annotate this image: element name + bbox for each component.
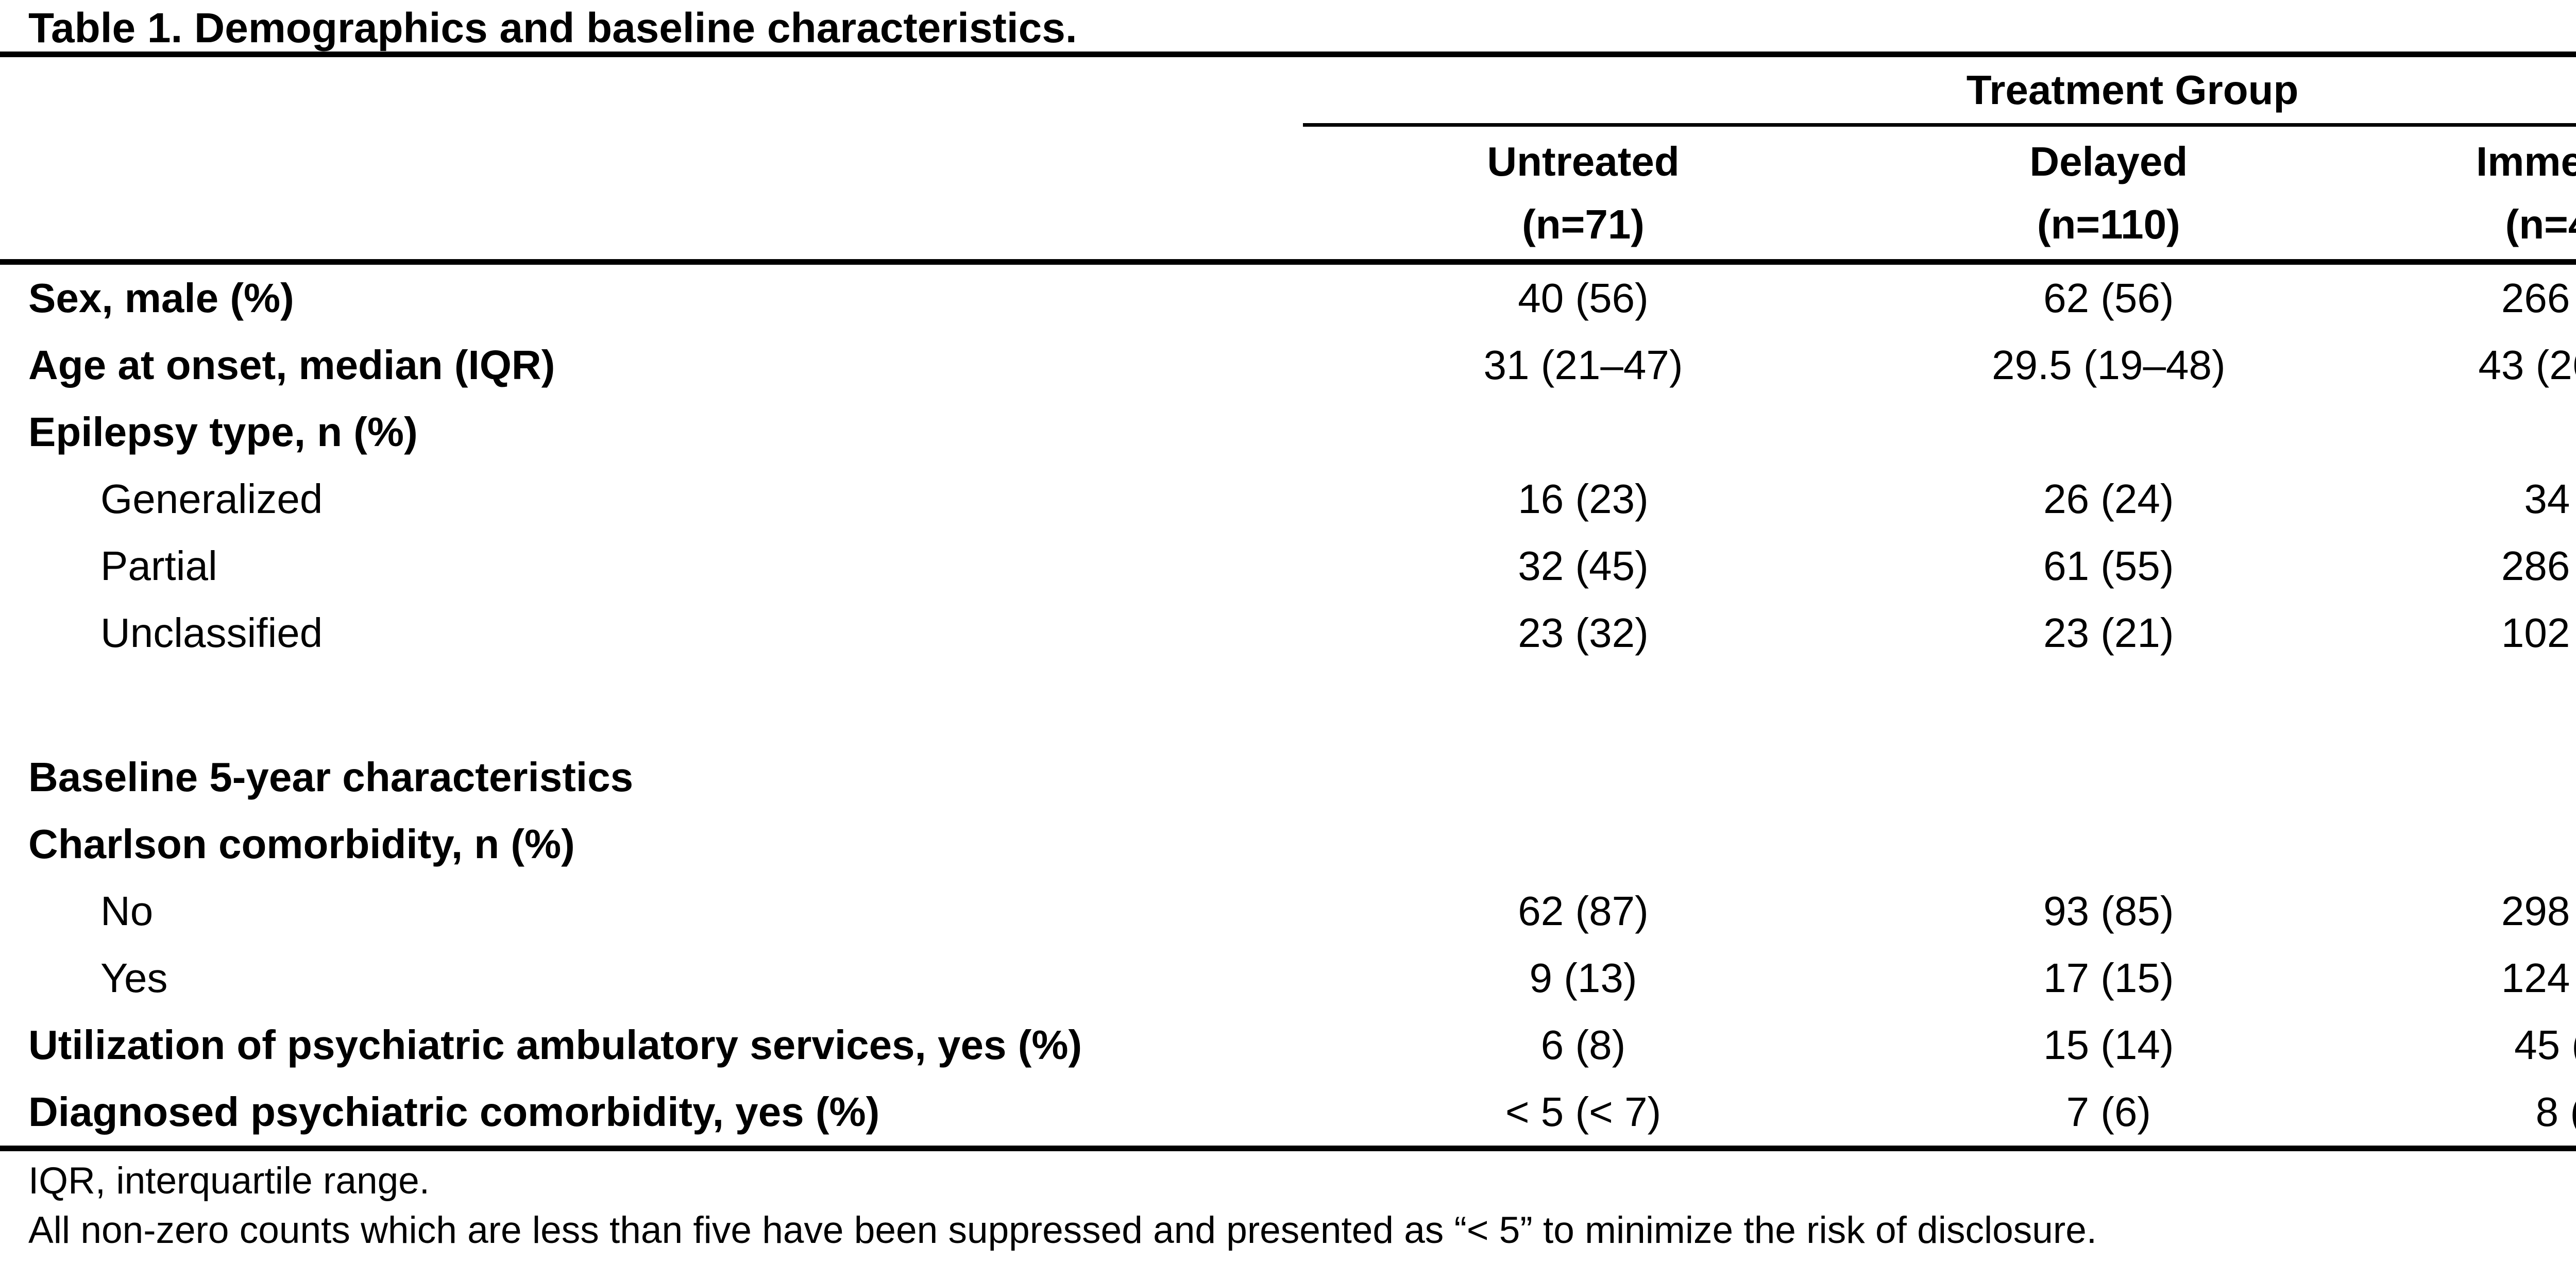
row-label: Unclassified <box>100 610 323 656</box>
row-value: 61 (55) <box>2043 543 2174 589</box>
row-value: 43 (26–61) <box>2478 342 2576 388</box>
top-rule <box>0 52 2576 57</box>
footnotes: IQR, interquartile range. All non-zero c… <box>0 1151 2576 1255</box>
row-value: 40 (56) <box>1518 275 1649 321</box>
column-n: (n=71) <box>1522 201 1645 247</box>
row-label: No <box>100 888 154 934</box>
row-value: 9 (13) <box>1529 955 1637 1001</box>
row-value: 286 (68) <box>2501 543 2576 589</box>
column-name: Immediate <box>2476 139 2576 184</box>
row-label: Utilization of psychiatric ambulatory se… <box>28 1022 1082 1068</box>
table-row: Sex, male (%) 40 (56) 62 (56) 266 (63) <box>0 265 2576 332</box>
row-value: 17 (15) <box>2043 955 2174 1001</box>
row-label: Partial <box>100 543 217 589</box>
row-label: Diagnosed psychiatric comorbidity, yes (… <box>28 1089 880 1135</box>
column-name: Delayed <box>2029 139 2188 184</box>
row-value: 62 (56) <box>2043 275 2174 321</box>
row-value: 26 (24) <box>2043 476 2174 522</box>
footnote-suppression: All non-zero counts which are less than … <box>28 1209 2097 1251</box>
row-label: Baseline 5-year characteristics <box>28 754 634 800</box>
row-value: 6 (8) <box>1540 1022 1626 1068</box>
footnote-iqr: IQR, interquartile range. <box>28 1160 430 1202</box>
row-value: 124 (29) <box>2501 955 2576 1001</box>
treatment-group-rule <box>1303 123 2576 127</box>
table-row: No 62 (87) 93 (85) 298 (71) <box>0 878 2576 945</box>
row-value: 34 (8) <box>2524 476 2576 522</box>
row-value: 16 (23) <box>1518 476 1649 522</box>
column-n: (n=110) <box>2037 201 2180 247</box>
table-row: Unclassified 23 (32) 23 (21) 102 (24) <box>0 600 2576 667</box>
column-name: Untreated <box>1487 139 1680 184</box>
table-row: Charlson comorbidity, n (%) <box>0 811 2576 878</box>
row-value: 298 (71) <box>2501 888 2576 934</box>
treatment-group-header: Treatment Group <box>1966 67 2299 113</box>
row-value: < 5 (< 7) <box>1505 1089 1662 1135</box>
row-value: 29.5 (19–48) <box>1991 342 2226 388</box>
table-bottom-rule <box>0 1146 2576 1151</box>
table-title: Table 1. Demographics and baseline chara… <box>28 5 1077 52</box>
row-value: 45 (11) <box>2514 1022 2576 1068</box>
column-n: (n=422) <box>2505 201 2576 247</box>
row-value: 23 (32) <box>1518 610 1649 656</box>
row-value: 15 (14) <box>2043 1022 2174 1068</box>
table-row: Partial 32 (45) 61 (55) 286 (68) <box>0 533 2576 600</box>
column-header-delayed: Delayed (n=110) <box>1863 130 2354 256</box>
table-row: Epilepsy type, n (%) <box>0 399 2576 466</box>
table-row: Generalized 16 (23) 26 (24) 34 (8) <box>0 466 2576 533</box>
table-body: Sex, male (%) 40 (56) 62 (56) 266 (63) Age a… <box>0 265 2576 1146</box>
column-header-immediate: Immediate (n=422) <box>2354 130 2576 256</box>
row-label: Yes <box>100 955 168 1001</box>
row-label: Age at onset, median (IQR) <box>28 342 555 388</box>
row-value: 23 (21) <box>2043 610 2174 656</box>
row-value: 62 (87) <box>1518 888 1649 934</box>
table-header: Treatment Group Untreated (n=71) Delayed… <box>0 57 2576 259</box>
table-row: Utilization of psychiatric ambulatory se… <box>0 1012 2576 1079</box>
row-value: 7 (6) <box>2066 1089 2151 1135</box>
row-value: 32 (45) <box>1518 543 1649 589</box>
row-label: Sex, male (%) <box>28 275 294 321</box>
row-label: Epilepsy type, n (%) <box>28 409 418 455</box>
column-header-untreated: Untreated (n=71) <box>1303 130 1863 256</box>
row-label: Generalized <box>100 476 323 522</box>
row-value: 8 (2) <box>2535 1089 2576 1135</box>
row-value: 93 (85) <box>2043 888 2174 934</box>
table-row: Yes 9 (13) 17 (15) 124 (29) <box>0 945 2576 1012</box>
table-row: Baseline 5-year characteristics <box>0 744 2576 811</box>
row-value: 102 (24) <box>2501 610 2576 656</box>
row-value: 31 (21–47) <box>1483 342 1683 388</box>
header-bottom-rule <box>0 259 2576 265</box>
table-row <box>0 667 2576 744</box>
table-row: Diagnosed psychiatric comorbidity, yes (… <box>0 1079 2576 1146</box>
row-value: 266 (63) <box>2501 275 2576 321</box>
table-row: Age at onset, median (IQR) 31 (21–47) 29.5… <box>0 332 2576 399</box>
row-label: Charlson comorbidity, n (%) <box>28 821 575 867</box>
